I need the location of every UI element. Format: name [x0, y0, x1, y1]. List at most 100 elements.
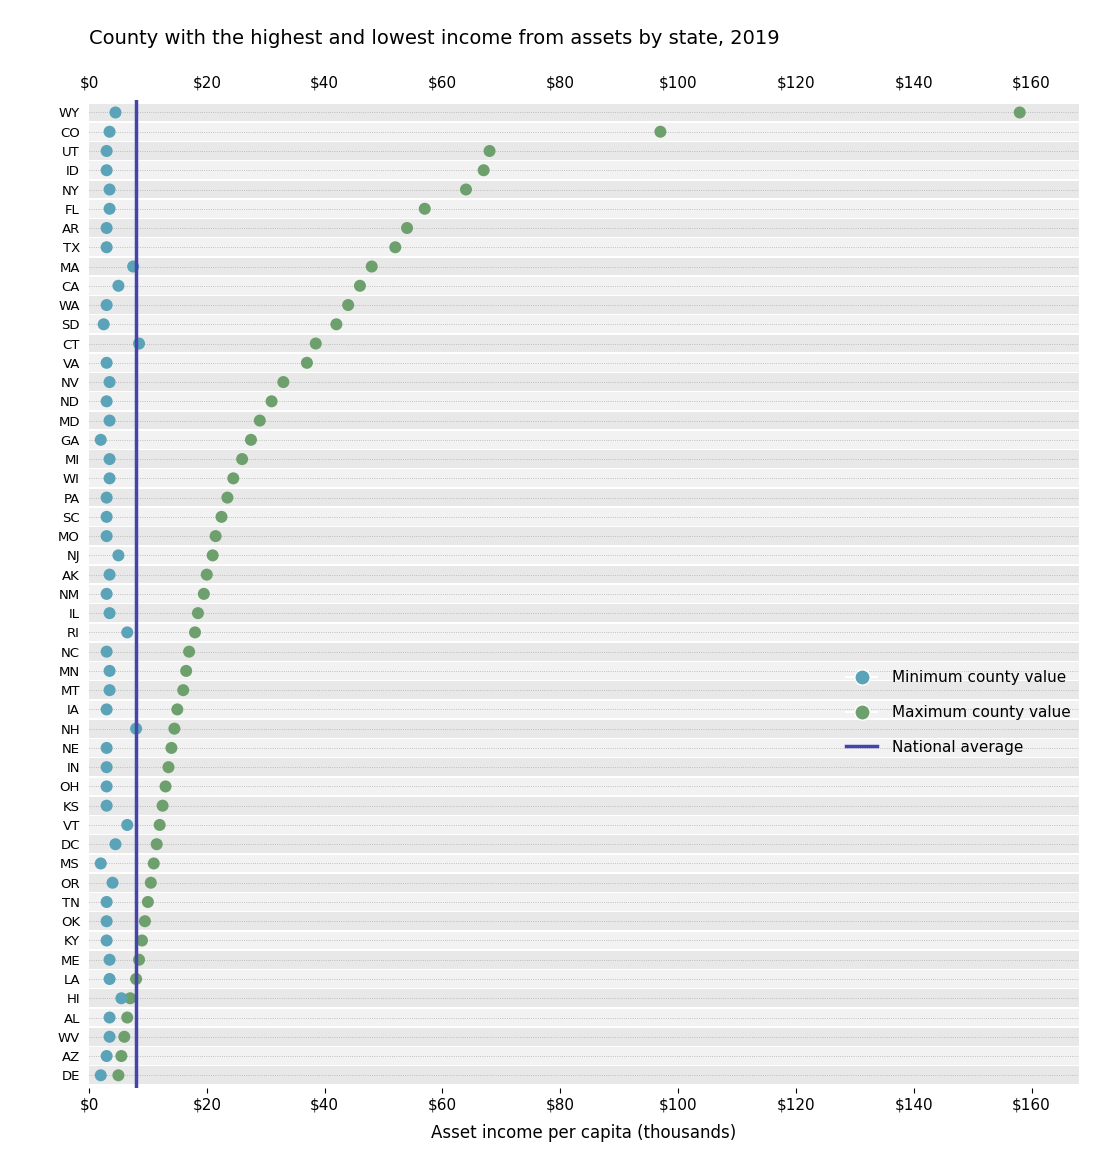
Bar — [89, 393, 1079, 410]
Point — [98, 757, 116, 776]
Point — [195, 584, 212, 603]
Point — [145, 854, 162, 873]
Point — [101, 180, 119, 199]
Bar — [89, 161, 1079, 179]
Point — [98, 161, 116, 180]
Bar — [89, 1047, 1079, 1065]
Point — [153, 796, 171, 815]
Point — [98, 739, 116, 757]
Point — [98, 354, 116, 373]
Point — [166, 720, 183, 739]
Point — [363, 258, 380, 276]
Bar — [89, 200, 1079, 218]
Point — [98, 392, 116, 410]
Point — [398, 219, 416, 238]
Point — [186, 623, 203, 642]
Bar — [89, 759, 1079, 776]
Point — [1011, 103, 1029, 122]
Bar — [89, 739, 1079, 757]
Point — [98, 893, 116, 911]
Bar — [89, 276, 1079, 295]
Point — [212, 508, 230, 527]
Bar — [89, 1028, 1079, 1045]
Point — [101, 469, 119, 488]
Point — [307, 334, 325, 353]
Point — [101, 969, 119, 988]
Bar — [89, 181, 1079, 199]
Point — [112, 989, 130, 1008]
Text: County with the highest and lowest income from assets by state, 2019: County with the highest and lowest incom… — [89, 29, 780, 48]
Point — [98, 508, 116, 527]
Point — [101, 950, 119, 969]
Bar — [89, 970, 1079, 988]
Bar — [89, 913, 1079, 930]
Point — [95, 315, 112, 334]
Point — [116, 1028, 133, 1047]
Point — [225, 469, 242, 488]
Point — [98, 238, 116, 256]
Point — [198, 566, 216, 584]
Bar — [89, 527, 1079, 544]
Bar — [89, 893, 1079, 911]
Bar — [89, 989, 1079, 1007]
Bar — [89, 315, 1079, 333]
Bar — [89, 931, 1079, 949]
Point — [168, 700, 186, 719]
Bar — [89, 450, 1079, 468]
Bar — [89, 142, 1079, 160]
X-axis label: Asset income per capita (thousands): Asset income per capita (thousands) — [431, 1123, 736, 1142]
Bar — [89, 1067, 1079, 1084]
Point — [98, 1047, 116, 1065]
Point — [101, 661, 119, 680]
Bar — [89, 469, 1079, 487]
Point — [101, 1028, 119, 1047]
Bar — [89, 373, 1079, 390]
Point — [101, 122, 119, 141]
Bar — [89, 239, 1079, 256]
Point — [118, 815, 136, 834]
Bar — [89, 508, 1079, 526]
Bar — [89, 335, 1079, 353]
Point — [92, 430, 110, 449]
Point — [151, 815, 169, 834]
Point — [339, 295, 357, 314]
Point — [148, 835, 166, 854]
Point — [112, 1047, 130, 1065]
Point — [475, 161, 493, 180]
Point — [92, 854, 110, 873]
Point — [98, 931, 116, 950]
Point — [177, 661, 195, 680]
Point — [457, 180, 475, 199]
Legend: Minimum county value, Maximum county value, National average: Minimum county value, Maximum county val… — [846, 670, 1071, 755]
Point — [109, 276, 127, 295]
Point — [652, 122, 669, 141]
Bar — [89, 103, 1079, 121]
Point — [298, 354, 316, 373]
Point — [480, 141, 498, 160]
Point — [207, 527, 225, 546]
Point — [98, 700, 116, 719]
Point — [98, 642, 116, 661]
Bar — [89, 816, 1079, 834]
Bar — [89, 1009, 1079, 1027]
Point — [127, 969, 145, 988]
Point — [101, 449, 119, 468]
Point — [101, 200, 119, 219]
Bar — [89, 855, 1079, 873]
Point — [234, 449, 251, 468]
Bar — [89, 430, 1079, 449]
Point — [125, 258, 142, 276]
Point — [189, 603, 207, 622]
Bar — [89, 296, 1079, 314]
Bar — [89, 701, 1079, 719]
Point — [127, 720, 145, 739]
Point — [98, 527, 116, 546]
Point — [251, 412, 269, 430]
Point — [98, 911, 116, 930]
Point — [327, 315, 345, 334]
Bar — [89, 951, 1079, 969]
Point — [160, 757, 178, 776]
Point — [218, 488, 236, 507]
Point — [275, 373, 292, 392]
Point — [107, 835, 125, 854]
